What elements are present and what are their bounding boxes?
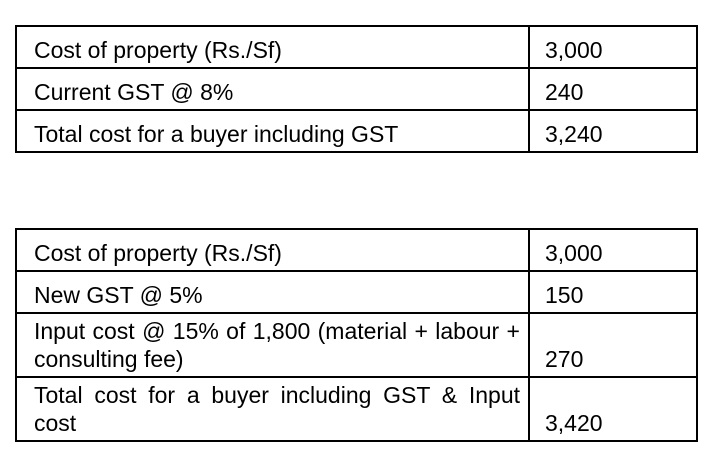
table-row: New GST @ 5% 150	[15, 270, 698, 314]
row-label: Cost of property (Rs./Sf)	[15, 228, 530, 272]
row-value: 240	[528, 67, 698, 111]
row-label: Current GST @ 8%	[15, 67, 530, 111]
table-row: Input cost @ 15% of 1,800 (material + la…	[15, 312, 698, 378]
row-value: 270	[528, 312, 698, 378]
row-label: Input cost @ 15% of 1,800 (material + la…	[15, 312, 530, 378]
row-value: 150	[528, 270, 698, 314]
row-value: 3,240	[528, 109, 698, 153]
row-label: Cost of property (Rs./Sf)	[15, 25, 530, 69]
table-row: Current GST @ 8% 240	[15, 67, 698, 111]
table-row: Cost of property (Rs./Sf) 3,000	[15, 228, 698, 272]
row-label: Total cost for a buyer including GST & I…	[15, 376, 530, 442]
row-value: 3,420	[528, 376, 698, 442]
table-row: Total cost for a buyer including GST 3,2…	[15, 109, 698, 153]
row-label: Total cost for a buyer including GST	[15, 109, 530, 153]
current-gst-table: Cost of property (Rs./Sf) 3,000 Current …	[15, 25, 698, 153]
new-gst-table: Cost of property (Rs./Sf) 3,000 New GST …	[15, 228, 698, 442]
table-row: Cost of property (Rs./Sf) 3,000	[15, 25, 698, 69]
row-value: 3,000	[528, 25, 698, 69]
row-label: New GST @ 5%	[15, 270, 530, 314]
table-row: Total cost for a buyer including GST & I…	[15, 376, 698, 442]
row-value: 3,000	[528, 228, 698, 272]
